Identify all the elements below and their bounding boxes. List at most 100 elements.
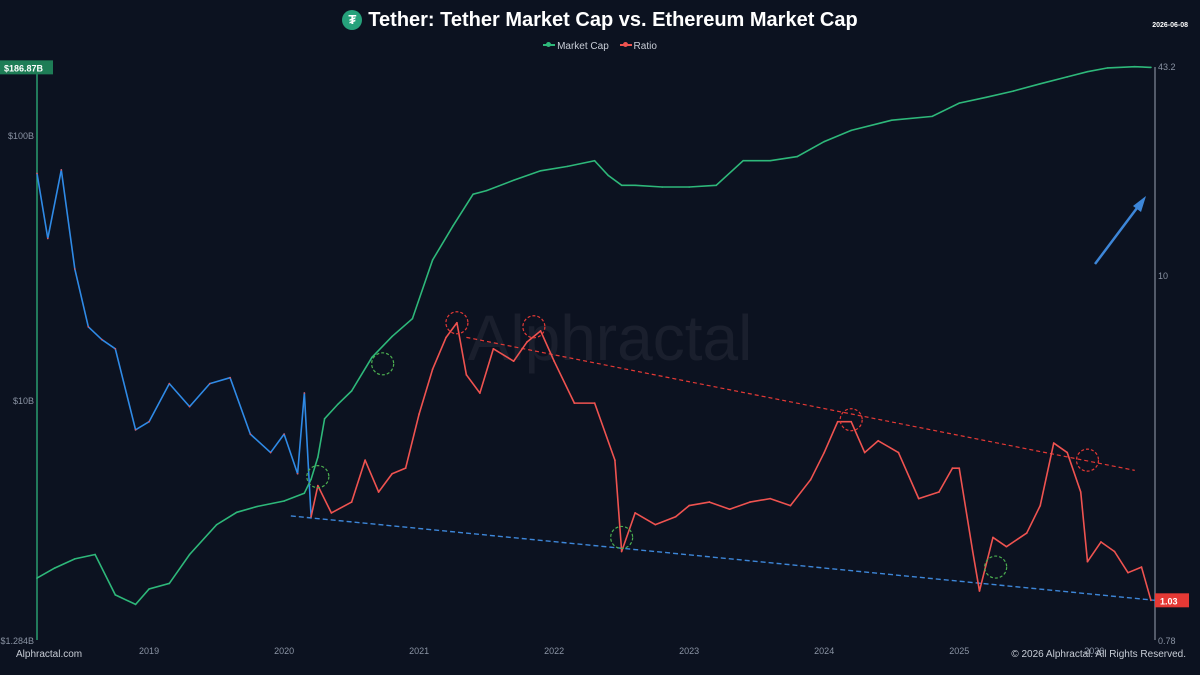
red-peak-circle [839, 408, 863, 432]
ratio-point [593, 402, 596, 404]
series-segment-ratio [445, 321, 458, 339]
series-segment-ratio [269, 433, 285, 454]
series-segment-ratio [168, 382, 191, 408]
watermark: Alphractal [468, 302, 753, 374]
market-cap-point [53, 567, 56, 569]
market-cap-point [472, 193, 474, 196]
series-segment-ratio [350, 459, 366, 503]
y-left-tick-label: $1.284B [0, 636, 34, 646]
market-cap-point [317, 456, 319, 458]
ratio-point [526, 341, 528, 343]
market-cap-point [283, 500, 285, 502]
series-segment-ratio [1079, 491, 1089, 563]
y-left-tick-label: $10B [13, 396, 34, 406]
y-left-tick-label: $100B [8, 131, 34, 141]
support-trend-line [290, 515, 1156, 602]
x-tick-label: 2021 [409, 646, 429, 656]
series-segment-ratio [1039, 442, 1055, 507]
series-segment-ratio [674, 504, 690, 518]
ratio-point [209, 382, 211, 385]
legend-label-market-cap: Market Cap [557, 41, 609, 52]
ratio-point [114, 347, 117, 350]
series-segment-ratio [101, 338, 117, 350]
ratio-point [47, 237, 49, 240]
ratio-point [377, 491, 380, 493]
ratio-point [573, 402, 576, 404]
trend-lines [290, 336, 1156, 602]
market-cap-point [850, 129, 852, 132]
chart-title: ₮ Tether: Tether Market Cap vs. Ethereum … [0, 9, 1200, 32]
series-segment-ratio [917, 491, 940, 500]
series-segment-ratio [850, 420, 866, 454]
ratio-point [1025, 532, 1028, 534]
series-segment-ratio [456, 321, 468, 376]
series-segment-ratio [512, 341, 528, 362]
market-cap-point [371, 356, 373, 359]
series-segment-ratio [553, 360, 576, 404]
ratio-point [1113, 550, 1116, 553]
legend-item-ratio[interactable]: Ratio [619, 41, 657, 52]
ratio-point [87, 325, 90, 328]
series-segment-ratio [769, 497, 792, 507]
series-segment-ratio [823, 420, 839, 454]
ratio-point [789, 504, 792, 507]
series-segment-ratio [1052, 442, 1069, 454]
y-right-tick-label: 10 [1158, 271, 1168, 281]
market-cap-point [593, 159, 596, 162]
ratio-point [492, 347, 495, 350]
market-cap-point [114, 594, 117, 596]
ratio-point [1100, 541, 1102, 543]
series-segment-ratio [431, 336, 447, 371]
series-segment-ratio [283, 433, 299, 475]
market-cap-point [688, 186, 690, 188]
series-segment-ratio [688, 501, 711, 507]
chart-legend: Market Cap Ratio [0, 41, 1200, 52]
legend-item-market-cap[interactable]: Market Cap [543, 41, 609, 52]
series-segment-ratio [391, 467, 407, 475]
ratio-point [148, 420, 150, 423]
series-segment-ratio [958, 467, 974, 553]
market-cap-point [715, 184, 717, 187]
market-cap-point [350, 390, 353, 392]
market-cap-point [303, 492, 306, 495]
market-cap-point [1150, 66, 1152, 69]
market-cap-point [661, 186, 663, 188]
series-segment-ratio [418, 368, 434, 415]
ratio-point [823, 451, 825, 454]
market-cap-point [890, 119, 893, 122]
series-segment-ratio [634, 512, 657, 526]
series-lines [36, 65, 1152, 606]
ratio-point [445, 336, 447, 339]
series-segment-ratio [47, 169, 63, 240]
series-segment-ratio [728, 501, 751, 511]
series-segment-ratio [60, 169, 76, 270]
ratio-point [708, 501, 711, 503]
ratio-point [249, 433, 252, 435]
series-segment-ratio [620, 512, 636, 553]
market-cap-point [1039, 82, 1042, 85]
legend-swatch-market-cap [543, 42, 556, 47]
series-segment-ratio [364, 459, 380, 493]
market-cap-point [168, 582, 171, 585]
market-cap-point [188, 553, 191, 556]
series-segment-ratio [134, 420, 150, 431]
market-cap-point [323, 417, 326, 420]
ratio-point [364, 459, 366, 461]
market-cap-point [634, 184, 636, 187]
market-cap-point [985, 96, 988, 99]
series-segment-ratio [249, 433, 272, 454]
x-tick-label: 2024 [814, 646, 834, 656]
ratio-point [688, 504, 690, 507]
market-cap-point [94, 553, 96, 556]
market-cap-current-badge [0, 60, 53, 75]
ratio-point [1079, 491, 1082, 493]
series-segment-ratio [526, 330, 542, 343]
series-segment-ratio [1100, 541, 1116, 553]
market-cap-point [796, 155, 798, 158]
market-cap-point [566, 165, 569, 168]
series-segment-ratio [74, 268, 90, 328]
x-tick-label: 2022 [544, 646, 564, 656]
ratio-point [391, 472, 393, 475]
y-right-tick-label: 43.2 [1158, 62, 1176, 72]
